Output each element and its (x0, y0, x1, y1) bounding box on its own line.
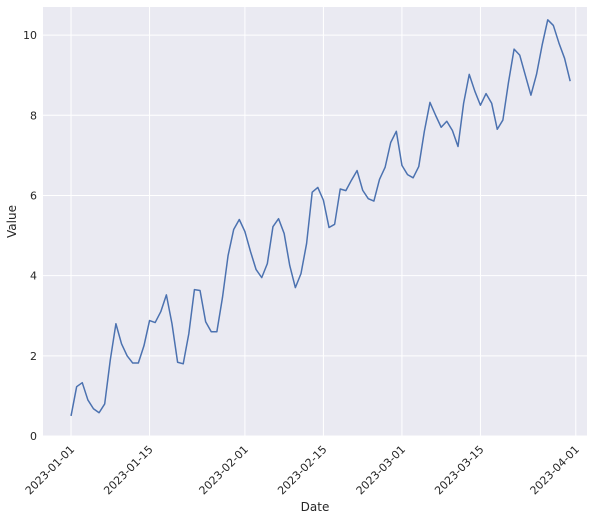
x-tick-label: 2023-03-01 (354, 443, 408, 497)
plot-area (43, 7, 587, 436)
y-gridlines (43, 34, 587, 437)
y-axis-label: Value (5, 205, 19, 238)
y-tick-label: 2 (30, 350, 37, 363)
x-tick-label: 2023-02-01 (197, 443, 251, 497)
y-tick-label: 6 (30, 189, 37, 202)
x-tick-label: 2023-04-01 (528, 443, 582, 497)
y-tick-labels: 0 2 4 6 8 10 (23, 29, 37, 443)
y-tick-label: 8 (30, 109, 37, 122)
y-tick-label: 4 (30, 270, 37, 283)
series-line (70, 19, 571, 417)
x-tick-labels: 2023-01-01 2023-01-15 2023-02-01 2023-02-15… (23, 443, 582, 497)
x-axis-label: Date (301, 500, 330, 514)
series-layer (70, 19, 571, 417)
x-gridlines (70, 7, 577, 436)
x-tick-label: 2023-02-15 (275, 443, 329, 497)
y-tick-label: 0 (30, 430, 37, 443)
y-tick-label: 10 (23, 29, 37, 42)
x-tick-label: 2023-01-01 (23, 443, 77, 497)
x-tick-label: 2023-01-15 (101, 443, 155, 497)
x-tick-label: 2023-03-15 (432, 443, 486, 497)
